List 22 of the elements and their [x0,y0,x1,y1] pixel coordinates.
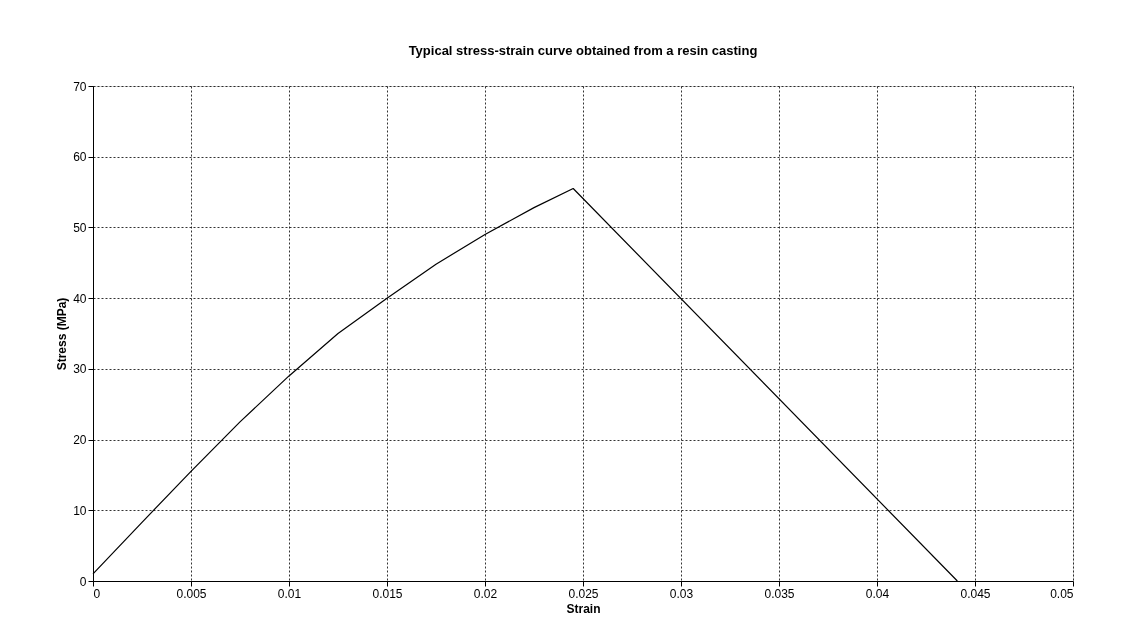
y-tick-label: 70 [73,79,87,94]
y-tick-label: 30 [73,362,87,377]
y-tick-label: 10 [73,503,87,518]
y-tick-label: 60 [73,150,87,165]
y-axis-title: Stress (MPa) [55,297,70,371]
x-tick-label: 0.04 [865,586,890,601]
y-tick-label: 20 [73,433,87,448]
chart-title: Typical stress-strain curve obtained from a resin casting [408,43,758,58]
x-tick-label: 0.02 [473,586,498,601]
y-tick-label: 50 [73,220,87,235]
x-axis-title: Strain [566,601,601,616]
x-tick-label: 0.035 [764,586,795,601]
x-tick-label: 0.05 [1050,586,1074,601]
x-tick-label: 0.045 [960,586,991,601]
x-tick-label: 0.025 [568,586,599,601]
x-tick-label: 0.015 [372,586,403,601]
y-tick-label: 40 [73,291,87,306]
y-tick-label: 0 [79,574,87,589]
x-tick-label: 0.005 [176,586,207,601]
x-tick-label: 0 [93,586,101,601]
x-tick-label: 0.03 [669,586,694,601]
x-tick-label: 0.01 [277,586,302,601]
